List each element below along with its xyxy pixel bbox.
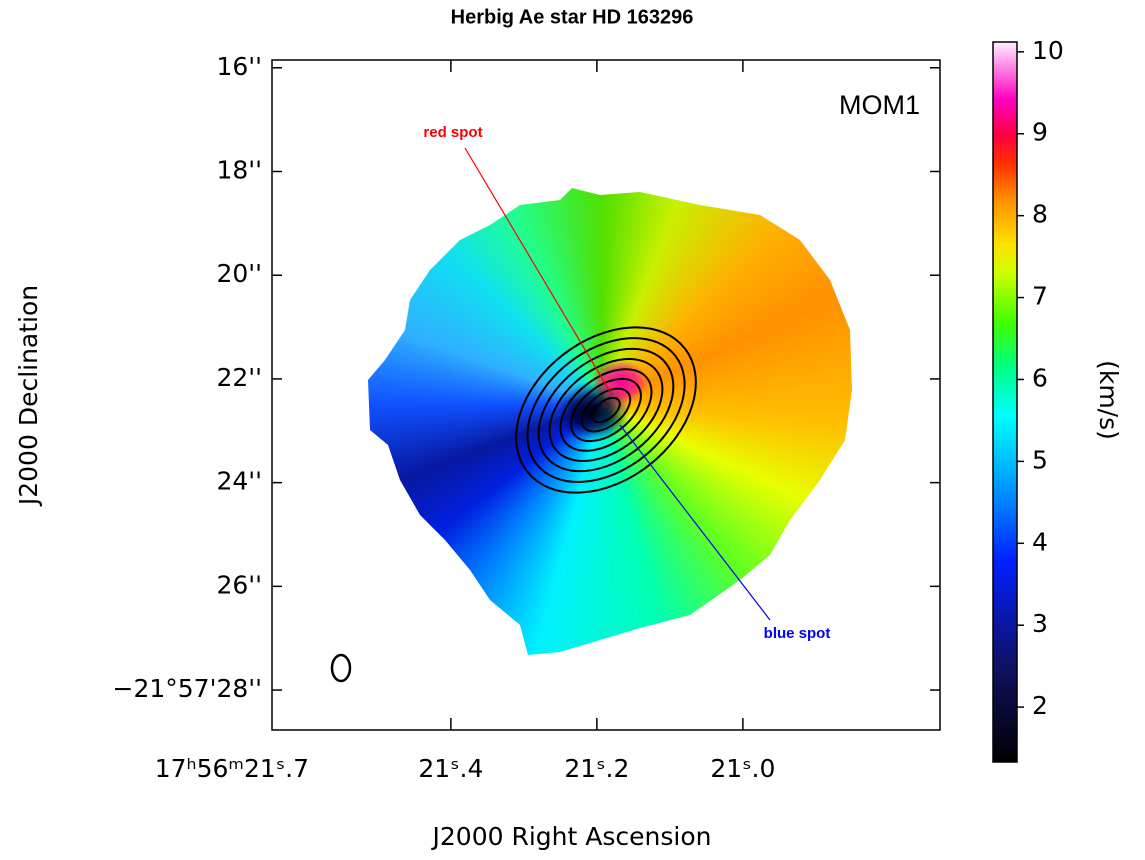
y-tick-label: 24'' — [216, 467, 262, 496]
y-tick-label: 18'' — [216, 155, 262, 184]
red-spot-label: red spot — [423, 124, 482, 141]
colorbar-tick-label: 4 — [1032, 527, 1048, 556]
colorbar-tick-label: 9 — [1032, 118, 1048, 147]
chart-title: Herbig Ae star HD 163296 — [451, 6, 694, 28]
colorbar-tick-label: 7 — [1032, 282, 1048, 311]
y-tick-label: −21°57'28'' — [113, 674, 263, 703]
blue-spot-label: blue spot — [764, 625, 831, 642]
x-axis-label: J2000 Right Ascension — [431, 822, 712, 851]
colorbar-tick-label: 10 — [1032, 36, 1064, 65]
x-tick-label: 21ˢ.0 — [710, 754, 775, 783]
y-tick-label: 26'' — [216, 570, 262, 599]
colorbar — [993, 42, 1017, 762]
colorbar-label: (km/s) — [1094, 360, 1123, 440]
y-axis-label: J2000 Declination — [14, 285, 43, 507]
y-tick-label: 16'' — [216, 52, 262, 81]
x-tick-label: 17ʰ56ᵐ21ˢ.7 — [155, 754, 309, 783]
colorbar-tick-label: 6 — [1032, 363, 1048, 392]
colorbar-tick-label: 2 — [1032, 691, 1048, 720]
page: {"chart_data": {"type": "image", "title"… — [0, 0, 1145, 860]
x-tick-label: 21ˢ.4 — [418, 754, 483, 783]
beam — [332, 655, 350, 681]
y-tick-label: 22'' — [216, 363, 262, 392]
panel-label: MOM1 — [839, 90, 920, 120]
chart: Herbig Ae star HD 163296 J2000 Right Asc… — [0, 0, 1145, 860]
colorbar-tick-label: 3 — [1032, 609, 1048, 638]
x-tick-label: 21ˢ.2 — [564, 754, 629, 783]
colorbar-tick-label: 8 — [1032, 200, 1048, 229]
velocity-map — [272, 60, 940, 730]
colorbar-tick-label: 5 — [1032, 445, 1048, 474]
y-tick-label: 20'' — [216, 259, 262, 288]
